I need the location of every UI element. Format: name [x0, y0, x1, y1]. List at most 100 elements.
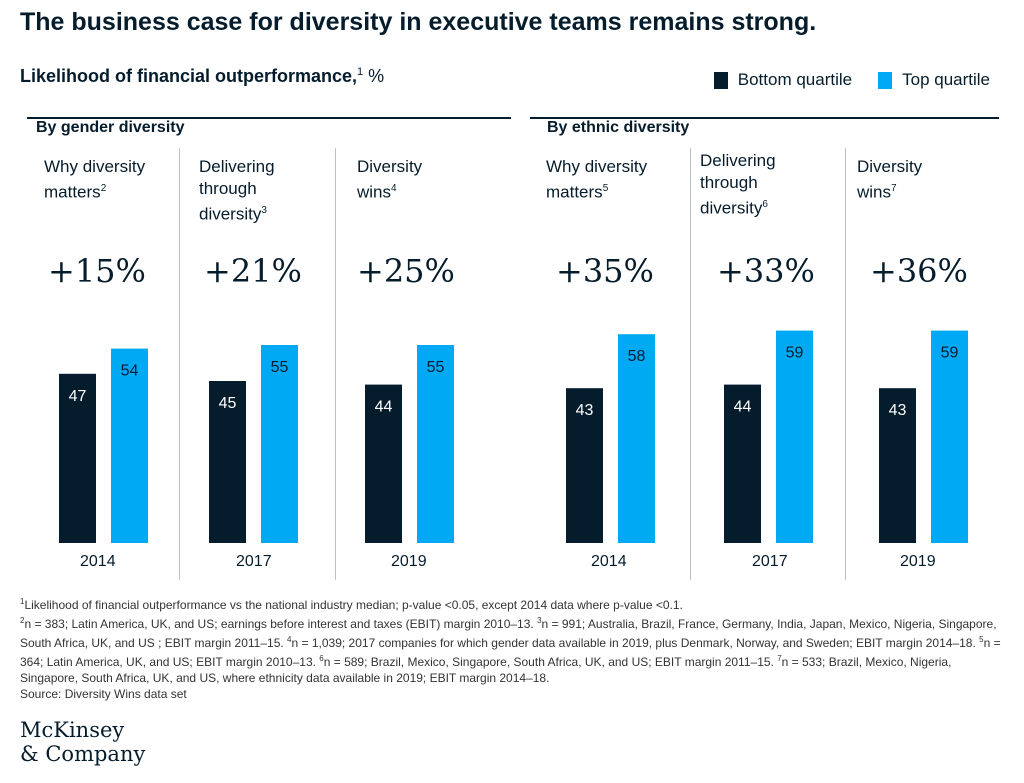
- panel-label-line: through: [700, 173, 758, 192]
- logo-line: McKinsey: [20, 718, 125, 742]
- footnote-text: n = 991; Australia, Brazil, France, Germ…: [20, 617, 997, 650]
- panel-label: Delivering through diversity6: [700, 150, 776, 220]
- bar-bottom-quartile: [879, 388, 916, 543]
- panel-label: Delivering through diversity3: [199, 156, 275, 226]
- year-label: 2019: [391, 553, 427, 570]
- group-rule-ethnic: [530, 117, 999, 119]
- panel-label-line: Why diversity: [44, 157, 146, 176]
- bar-value-label: 47: [69, 388, 87, 405]
- legend-swatch-bottom: [713, 71, 728, 89]
- panel-label-text: wins: [857, 182, 892, 202]
- footnote-text: n = 383; Latin America, UK, and US; earn…: [24, 617, 538, 631]
- footnote-marker: 6: [319, 654, 324, 663]
- footnote-ref: 4: [391, 183, 397, 194]
- percent-difference: +25%: [357, 252, 455, 290]
- year-label: 2019: [900, 553, 936, 570]
- footnote-text: n = 533; Brazil, Mexico, Nigeria, Singap…: [20, 655, 952, 685]
- bar-bottom-quartile: [566, 388, 603, 543]
- bar-value-label: 58: [628, 348, 646, 365]
- footnote-marker: 4: [287, 635, 292, 644]
- panel-label-line: matters5: [546, 178, 647, 204]
- footnote-text: n = 1,039; 2017 companies for which gend…: [291, 636, 980, 650]
- bar-top-quartile: [931, 330, 968, 543]
- legend-item-top: Top quartile: [878, 70, 990, 90]
- panel-label-text: matters: [44, 182, 101, 202]
- percent-difference: +36%: [870, 252, 968, 290]
- group-title-ethnic: By ethnic diversity: [547, 119, 690, 136]
- panel-label-text: diversity: [700, 198, 763, 218]
- panel-label-text: matters: [546, 182, 603, 202]
- panel-label-line: Why diversity: [546, 157, 648, 176]
- panel-label-line: diversity6: [700, 194, 776, 220]
- percent-difference: +33%: [717, 252, 815, 290]
- panel-label: Diversity wins4: [357, 156, 422, 204]
- bar-value-label: 45: [219, 395, 237, 412]
- chart-subtitle: Likelihood of financial outperformance,1…: [20, 66, 384, 87]
- footnote-ref: 7: [891, 183, 897, 194]
- bar-value-label: 44: [734, 399, 752, 416]
- panel-label-line: diversity3: [199, 200, 275, 226]
- panel-label-line: matters2: [44, 178, 145, 204]
- bar-top-quartile: [261, 345, 298, 543]
- legend-label-bottom: Bottom quartile: [737, 70, 853, 89]
- group-title-gender: By gender diversity: [36, 119, 185, 136]
- footnote-marker: 2: [20, 616, 25, 625]
- panel-label: Why diversity matters2: [44, 156, 145, 204]
- year-label: 2017: [236, 553, 272, 570]
- divider: [845, 148, 846, 580]
- panel-label-line: Diversity: [857, 157, 923, 176]
- year-label: 2014: [591, 553, 627, 570]
- legend-item-bottom: Bottom quartile: [713, 70, 853, 90]
- footnote-marker: 7: [777, 654, 782, 663]
- divider: [690, 148, 691, 580]
- footnote-ref: 3: [261, 205, 267, 216]
- footnote-text: Likelihood of financial outperformance v…: [24, 598, 683, 612]
- panel-label-line: Diversity: [357, 157, 423, 176]
- bar-value-label: 59: [941, 345, 959, 362]
- legend: Bottom quartile Top quartile: [688, 70, 990, 90]
- panel-label-text: diversity: [199, 204, 262, 224]
- group-rule-gender: [27, 117, 511, 119]
- footnote-marker: 5: [979, 635, 984, 644]
- year-label: 2014: [80, 553, 116, 570]
- source-note: Source: Diversity Wins data set: [20, 687, 187, 701]
- logo-line: & Company: [20, 742, 146, 766]
- subtitle-text: Likelihood of financial outperformance,: [20, 66, 358, 86]
- divider: [335, 148, 336, 580]
- bar-bottom-quartile: [724, 384, 761, 543]
- percent-difference: +21%: [204, 252, 302, 290]
- bar-value-label: 54: [121, 363, 139, 380]
- legend-label-top: Top quartile: [902, 70, 990, 89]
- bar-bottom-quartile: [59, 373, 96, 543]
- legend-swatch-top: [878, 71, 893, 89]
- bar-top-quartile: [618, 334, 655, 543]
- bar-value-label: 43: [889, 402, 907, 419]
- footnote-2-7: 2n = 383; Latin America, UK, and US; ear…: [20, 613, 1010, 686]
- year-label: 2017: [752, 553, 788, 570]
- footnote-marker: 3: [537, 616, 542, 625]
- divider: [179, 148, 180, 580]
- footnote-ref: 2: [100, 183, 107, 194]
- footnote-text: n = 364; Latin America, UK, and US; EBIT…: [20, 636, 1001, 669]
- bar-value-label: 59: [786, 345, 804, 362]
- panel-label-line: wins4: [357, 178, 422, 204]
- bar-bottom-quartile: [365, 384, 402, 543]
- bar-top-quartile: [776, 330, 813, 543]
- footnote-ref: 5: [602, 183, 609, 194]
- panel-label-line: wins7: [857, 178, 922, 204]
- bar-value-label: 55: [271, 359, 289, 376]
- panel-label-line: through: [199, 179, 257, 198]
- bar-bottom-quartile: [209, 381, 246, 543]
- chart-title: The business case for diversity in execu…: [20, 8, 817, 36]
- subtitle-footnote-ref: 1: [357, 66, 364, 78]
- bar-value-label: 44: [375, 399, 393, 416]
- panel-label: Why diversity matters5: [546, 156, 647, 204]
- subtitle-unit: %: [363, 66, 385, 86]
- panel-label-text: wins: [357, 182, 392, 202]
- panel-label-line: Delivering: [199, 157, 275, 176]
- footnote-marker: 1: [20, 597, 25, 606]
- percent-difference: +35%: [556, 252, 654, 290]
- percent-difference: +15%: [48, 252, 146, 290]
- bar-top-quartile: [111, 348, 148, 543]
